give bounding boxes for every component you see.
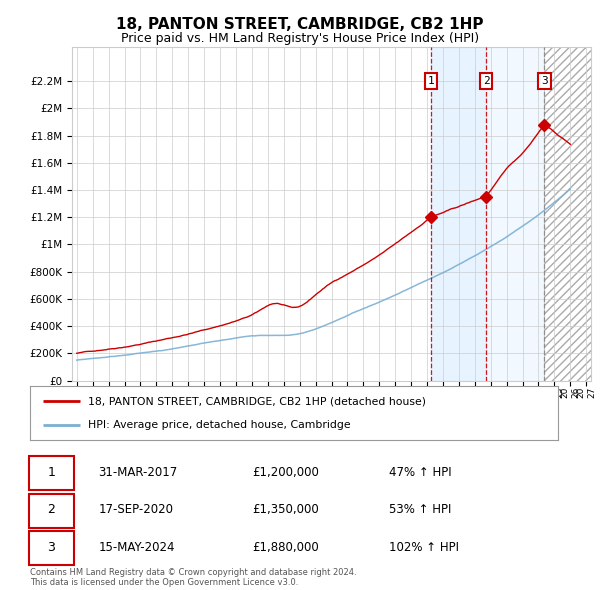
FancyBboxPatch shape (29, 456, 74, 490)
Text: 3: 3 (541, 76, 548, 86)
Bar (544, 47, 594, 381)
Text: 15-MAY-2024: 15-MAY-2024 (98, 540, 175, 553)
Text: Contains HM Land Registry data © Crown copyright and database right 2024.
This d: Contains HM Land Registry data © Crown c… (30, 568, 356, 587)
Bar (431, 47, 486, 381)
Text: 1: 1 (47, 466, 55, 478)
Text: 102% ↑ HPI: 102% ↑ HPI (389, 540, 459, 553)
Bar (486, 47, 544, 381)
Text: 2: 2 (47, 503, 55, 516)
Text: 53% ↑ HPI: 53% ↑ HPI (389, 503, 451, 516)
Text: 31-MAR-2017: 31-MAR-2017 (98, 466, 178, 478)
Text: £1,200,000: £1,200,000 (252, 466, 319, 478)
Text: 18, PANTON STREET, CAMBRIDGE, CB2 1HP (detached house): 18, PANTON STREET, CAMBRIDGE, CB2 1HP (d… (88, 396, 426, 407)
FancyBboxPatch shape (29, 494, 74, 527)
Text: 17-SEP-2020: 17-SEP-2020 (98, 503, 173, 516)
FancyBboxPatch shape (29, 532, 74, 565)
Text: Price paid vs. HM Land Registry's House Price Index (HPI): Price paid vs. HM Land Registry's House … (121, 32, 479, 45)
Text: 18, PANTON STREET, CAMBRIDGE, CB2 1HP: 18, PANTON STREET, CAMBRIDGE, CB2 1HP (116, 17, 484, 31)
Text: £1,350,000: £1,350,000 (252, 503, 319, 516)
Text: 3: 3 (47, 540, 55, 553)
Text: 2: 2 (483, 76, 490, 86)
Text: £1,880,000: £1,880,000 (252, 540, 319, 553)
Text: 1: 1 (428, 76, 434, 86)
Text: HPI: Average price, detached house, Cambridge: HPI: Average price, detached house, Camb… (88, 419, 351, 430)
Text: 47% ↑ HPI: 47% ↑ HPI (389, 466, 452, 478)
